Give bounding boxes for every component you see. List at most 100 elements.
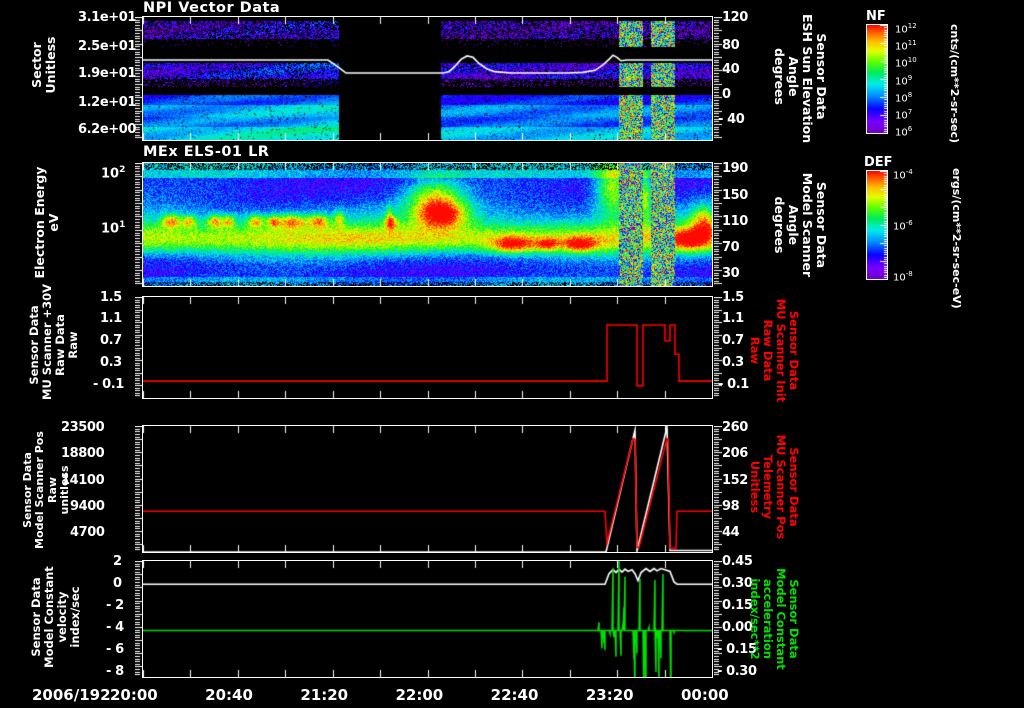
p2-right-minor-ticks: [714, 163, 722, 286]
p3-right-minor-ticks: [714, 297, 722, 398]
p2-rtick-4: 30: [722, 266, 740, 281]
p1-right-axis-title: Sensor Data ESH Sun Elevation Angle degr…: [772, 14, 829, 143]
p1-ytick-3: 1.2e+01: [78, 95, 137, 110]
p5-ytick-2: - 2: [106, 598, 124, 613]
p3-left-axis-title: Sensor Data MU Scanner +30V Raw Data Raw: [27, 284, 80, 400]
p4-left-axis-title: Sensor Data Model Scanner Pos Raw unitle…: [21, 424, 71, 556]
colorbar-nf: [866, 24, 888, 134]
p4-right-axis-title-l3: Unitless: [748, 460, 763, 514]
colorbar-def-tick-1: 10-6: [893, 219, 913, 233]
time-tick-6: 00:00: [681, 686, 729, 704]
p2-ytick-0: 102: [101, 165, 126, 182]
colorbar-nf-tick-6: 106: [895, 125, 913, 139]
p4-left-axis-title-l1: Model Scanner Pos: [33, 431, 47, 549]
time-tick-5: 23:20: [585, 686, 634, 704]
p2-left-axis-title-l1: eV: [46, 213, 61, 232]
p5-left-axis-title-l2: velocity: [54, 591, 69, 643]
p5-left-axis-title: Sensor Data Model Constant velocity inde…: [29, 556, 82, 678]
p3-ytick-1: 1.1: [100, 311, 122, 326]
p5-left-axis-title-l1: Model Constant: [41, 566, 56, 668]
time-tick-1: 20:40: [205, 686, 253, 704]
p5-rtick-3: 0.00: [722, 620, 753, 635]
colorbar-nf-tick-0: 1012: [895, 22, 917, 36]
p5-ytick-4: - 6: [106, 642, 124, 657]
p1-ytick-2: 1.9e+01: [78, 66, 137, 81]
p5-rtick-4: - 0.15: [717, 642, 757, 657]
p4-right-axis-title-l1: MU Scanner Pos: [774, 434, 789, 540]
p5-right-axis-title-l2: acceleration: [761, 579, 776, 659]
panel-mu-scanner-30v: [142, 296, 713, 399]
p5-right-axis-title: Sensor Data Model Constant acceleration …: [748, 563, 801, 675]
p1-right-axis-title-l0: Sensor Data: [814, 33, 829, 120]
p4-right-minor-ticks: [714, 426, 722, 552]
p3-ytick-3: 0.3: [100, 355, 122, 370]
p4-rtick-4: 44: [722, 525, 740, 540]
p4-rtick-3: 98: [722, 499, 740, 514]
date-label: 2006/192: [32, 686, 111, 704]
p2-left-axis-title-l0: Electron Energy: [32, 166, 47, 279]
p3-rtick-3: 0.3: [722, 355, 744, 370]
p1-left-minor-ticks: [135, 17, 143, 140]
colorbar-nf-units: cnts/(cm**2-sr-sec): [948, 24, 961, 144]
p1-ytick-1: 2.5e+01: [78, 39, 137, 54]
p3-rtick-0: 1.5: [722, 290, 744, 305]
p4-right-axis-title-l2: Telemetry: [761, 454, 776, 520]
time-tick-0: 20:00: [110, 686, 158, 704]
p2-right-axis-title-l3: degrees: [772, 196, 787, 254]
p4-left-axis-title-l3: unitless: [57, 465, 71, 515]
p2-rtick-2: 110: [722, 214, 748, 229]
colorbar-name-nf: NF: [866, 9, 886, 24]
panel-mex-els-01-lr: [142, 162, 713, 287]
p3-rtick-4: - 0.1: [718, 377, 749, 392]
p5-right-axis-title-l1: Model Constant: [774, 568, 789, 670]
colorbar-nf-tick-1: 1011: [895, 39, 917, 53]
p4-right-axis-title-l0: Sensor Data: [787, 447, 801, 527]
p5-rtick-5: - 0.30: [717, 664, 757, 679]
p2-rtick-3: 70: [722, 240, 740, 255]
panel-model-constant-velocity: [142, 560, 713, 678]
colorbar-def: [866, 170, 888, 280]
p4-ytick-3: 9400: [70, 499, 105, 514]
p3-right-axis-title-l1: MU Scanner Init: [774, 298, 789, 403]
p5-left-axis-title-l0: Sensor Data: [29, 577, 43, 657]
p5-ytick-0: 2: [113, 554, 122, 569]
p3-ytick-4: - 0.1: [93, 377, 124, 392]
p1-left-axis-title-l1: Unitless: [43, 36, 58, 94]
p3-right-axis-title-l0: Sensor Data: [787, 310, 801, 391]
p2-right-axis-title: Sensor Data Model Scanner Angle degrees: [772, 164, 829, 286]
p3-rtick-2: 0.7: [722, 333, 744, 348]
p1-rtick-0: 120: [722, 10, 748, 25]
colorbar-def-tick-2: 10-8: [893, 270, 913, 284]
colorbar-nf-tick-3: 109: [895, 73, 913, 87]
p3-right-axis-title-l2: Raw Data: [761, 319, 776, 382]
panel-title-els: MEx ELS-01 LR: [143, 144, 270, 160]
p5-left-minor-ticks: [135, 561, 143, 677]
p1-right-axis-title-l2: Angle: [786, 56, 801, 97]
p3-left-minor-ticks: [135, 297, 143, 398]
p1-rtick-4: - 40: [718, 112, 745, 127]
p4-ytick-0: 23500: [61, 420, 105, 435]
p4-ytick-1: 18800: [61, 446, 105, 461]
colorbar-nf-tick-4: 108: [895, 90, 913, 105]
p4-right-axis-title: Sensor Data MU Scanner Pos Telemetry Uni…: [748, 428, 801, 546]
p1-left-axis-title-l0: Sector: [29, 42, 44, 88]
p1-rtick-3: 0: [722, 87, 731, 102]
p4-rtick-1: 206: [722, 446, 748, 461]
p2-right-axis-title-l2: Angle: [786, 204, 801, 246]
time-tick-2: 21:20: [300, 686, 349, 704]
time-tick-3: 22:00: [395, 686, 444, 704]
p4-ytick-4: 4700: [70, 525, 105, 540]
p5-right-axis-title-l0: Sensor Data: [787, 579, 801, 659]
p2-rtick-1: 150: [722, 188, 748, 203]
p5-right-minor-ticks: [714, 561, 722, 677]
p4-rtick-2: 152: [722, 473, 748, 488]
p2-right-axis-title-l0: Sensor Data: [814, 181, 829, 269]
p1-right-axis-title-l3: degrees: [772, 48, 787, 105]
p4-left-minor-ticks: [135, 426, 143, 552]
colorbar-def-tick-0: 10-4: [893, 168, 913, 182]
p3-rtick-1: 1.1: [722, 311, 744, 326]
p4-rtick-0: 260: [722, 420, 748, 435]
p5-rtick-1: 0.30: [722, 576, 753, 591]
p5-left-axis-title-l3: index/sec: [67, 586, 82, 648]
colorbar-name-def: DEF: [864, 155, 893, 170]
